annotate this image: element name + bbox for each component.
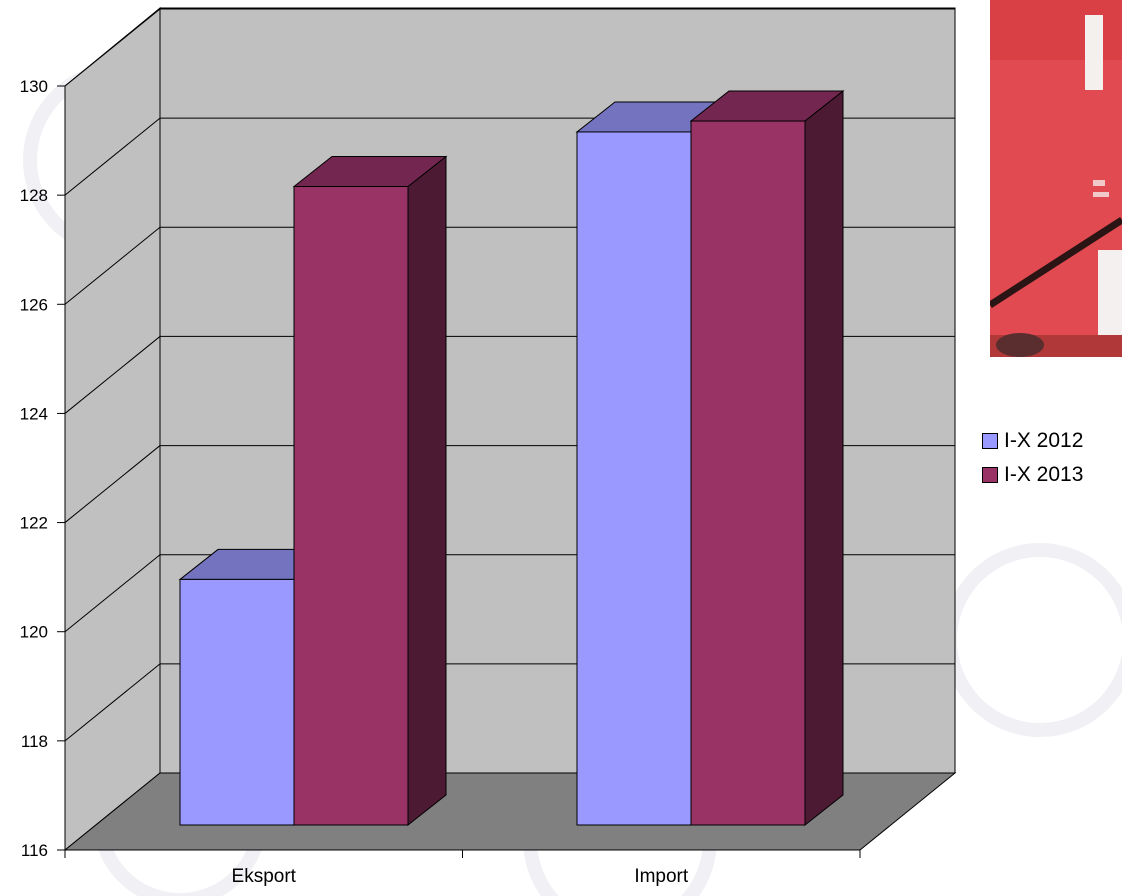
legend-label-2012: I-X 2012 bbox=[1004, 429, 1084, 452]
gridline-side bbox=[64, 226, 161, 305]
legend-swatch-2012 bbox=[982, 433, 998, 449]
gridline-side bbox=[64, 8, 161, 87]
gridline-side bbox=[64, 117, 161, 196]
y-tick-label: 122 bbox=[20, 514, 48, 533]
y-axis: 116 118 120 122 124 126 128 130 bbox=[20, 77, 66, 860]
y-tick-label: 124 bbox=[20, 404, 48, 423]
gridline-side bbox=[64, 554, 161, 633]
legend: I-X 2012 I-X 2013 bbox=[982, 424, 1083, 492]
speaker-photo bbox=[990, 0, 1122, 357]
gridline-side bbox=[64, 336, 161, 414]
y-tick-label: 130 bbox=[20, 77, 48, 96]
bar-front bbox=[576, 131, 692, 826]
gridline-side bbox=[64, 663, 161, 742]
x-category-label: Import bbox=[634, 866, 689, 887]
legend-label-2013: I-X 2013 bbox=[1004, 463, 1084, 486]
bars bbox=[178, 89, 845, 827]
legend-item-2012: I-X 2012 bbox=[982, 424, 1083, 458]
bar-front bbox=[690, 120, 806, 826]
x-axis: Eksport Import bbox=[64, 849, 861, 887]
legend-item-2013: I-X 2013 bbox=[982, 458, 1083, 492]
bar-side bbox=[407, 155, 447, 827]
y-tick-label: 126 bbox=[20, 295, 48, 314]
y-tick-label: 118 bbox=[21, 732, 48, 751]
y-tick-label: 116 bbox=[21, 841, 48, 860]
x-category-label: Eksport bbox=[232, 866, 297, 887]
y-tick-label: 120 bbox=[20, 623, 48, 642]
legend-swatch-2013 bbox=[982, 467, 998, 483]
side-wall bbox=[64, 6, 161, 852]
gridline-side bbox=[64, 445, 161, 523]
y-tick-label: 128 bbox=[20, 186, 48, 205]
bar-side bbox=[804, 89, 844, 827]
bar-front bbox=[293, 186, 409, 826]
bar-import-i-x-2013 bbox=[689, 89, 845, 827]
bar-front bbox=[179, 578, 295, 826]
bar-eksport-i-x-2013 bbox=[292, 155, 448, 827]
